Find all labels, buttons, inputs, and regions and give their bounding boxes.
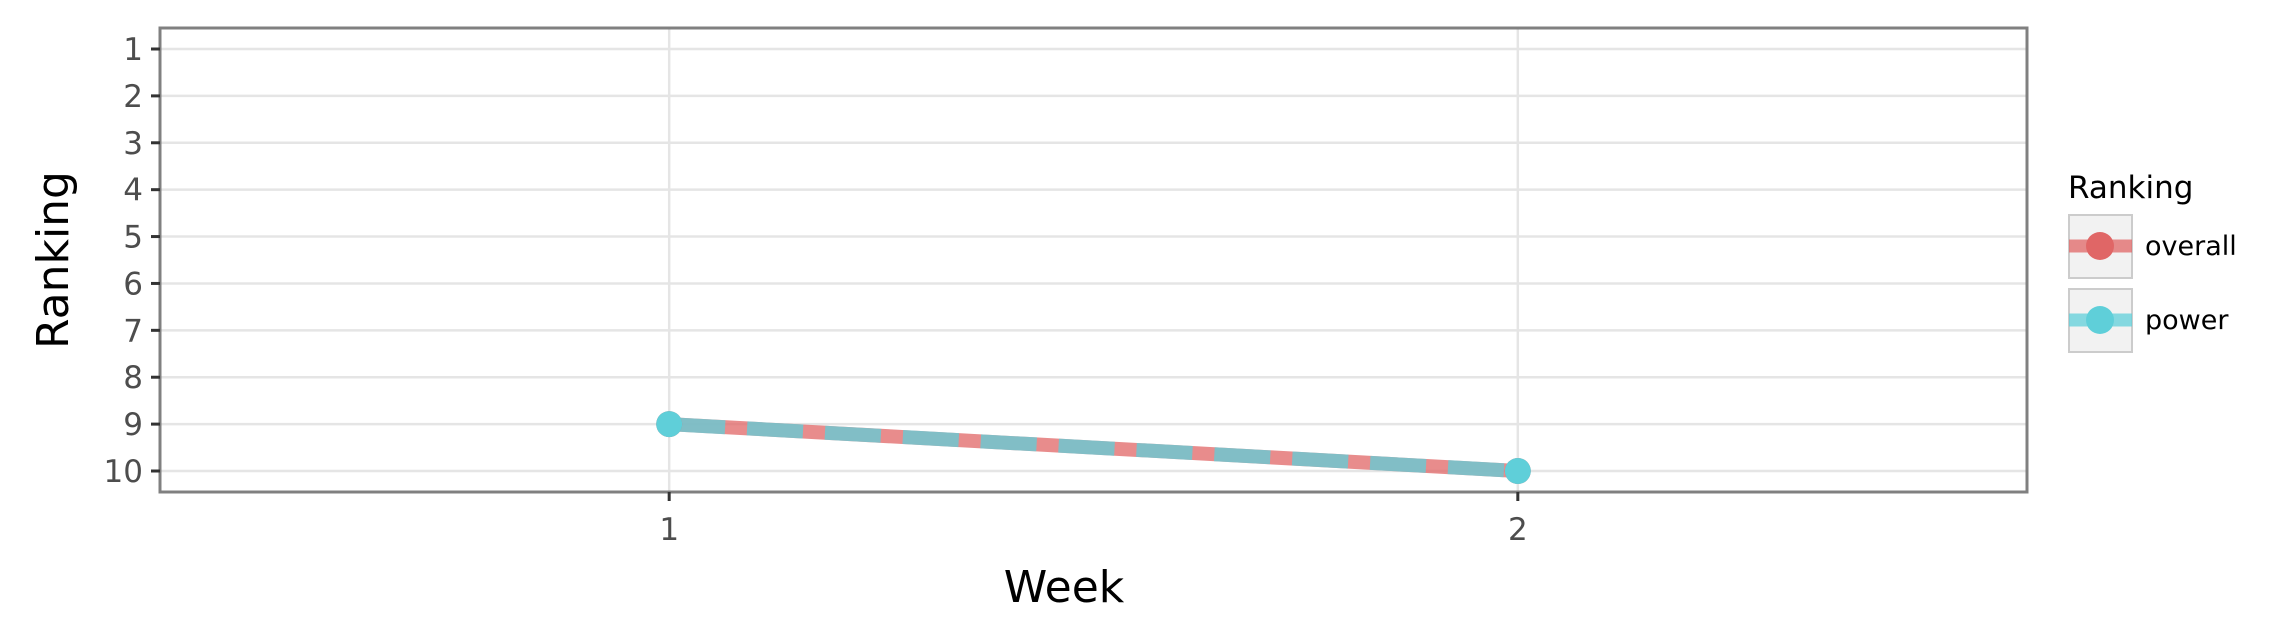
y-tick-label: 3 <box>123 126 143 162</box>
legend-point-power <box>2086 306 2114 334</box>
y-tick-label: 1 <box>123 32 143 68</box>
data-point-power <box>1504 458 1531 484</box>
y-tick-label: 4 <box>123 173 143 209</box>
legend-title: Ranking <box>2068 170 2193 206</box>
y-tick-label: 7 <box>123 313 143 349</box>
y-tick-label: 5 <box>123 220 143 256</box>
legend-item-power: power <box>2068 288 2229 353</box>
grid-layer <box>160 28 2027 492</box>
plot-border <box>158 26 2029 494</box>
y-tick-label: 8 <box>123 360 143 396</box>
series-line-power <box>668 417 1519 478</box>
legend: Ranking overall power <box>2068 170 2237 353</box>
x-axis-title: Week <box>1004 562 1125 613</box>
plot-background <box>160 28 2027 492</box>
y-tick-label: 9 <box>123 407 143 443</box>
x-tick-label: 1 <box>659 512 679 548</box>
y-tick-label: 2 <box>123 79 143 115</box>
data-point-power <box>656 411 683 438</box>
legend-item-overall: overall <box>2068 214 2237 279</box>
legend-label-power: power <box>2145 305 2229 336</box>
series-layer <box>656 411 1531 484</box>
y-axis-title: Ranking <box>28 171 79 349</box>
legend-label-overall: overall <box>2145 231 2237 262</box>
x-tick-label: 2 <box>1508 512 1528 548</box>
tick-layer: 1 2 3 4 5 6 7 8 9 10 1 2 <box>104 32 1528 548</box>
y-tick-label: 6 <box>123 266 143 302</box>
legend-point-overall <box>2086 232 2114 260</box>
y-tick-label: 10 <box>104 454 143 490</box>
